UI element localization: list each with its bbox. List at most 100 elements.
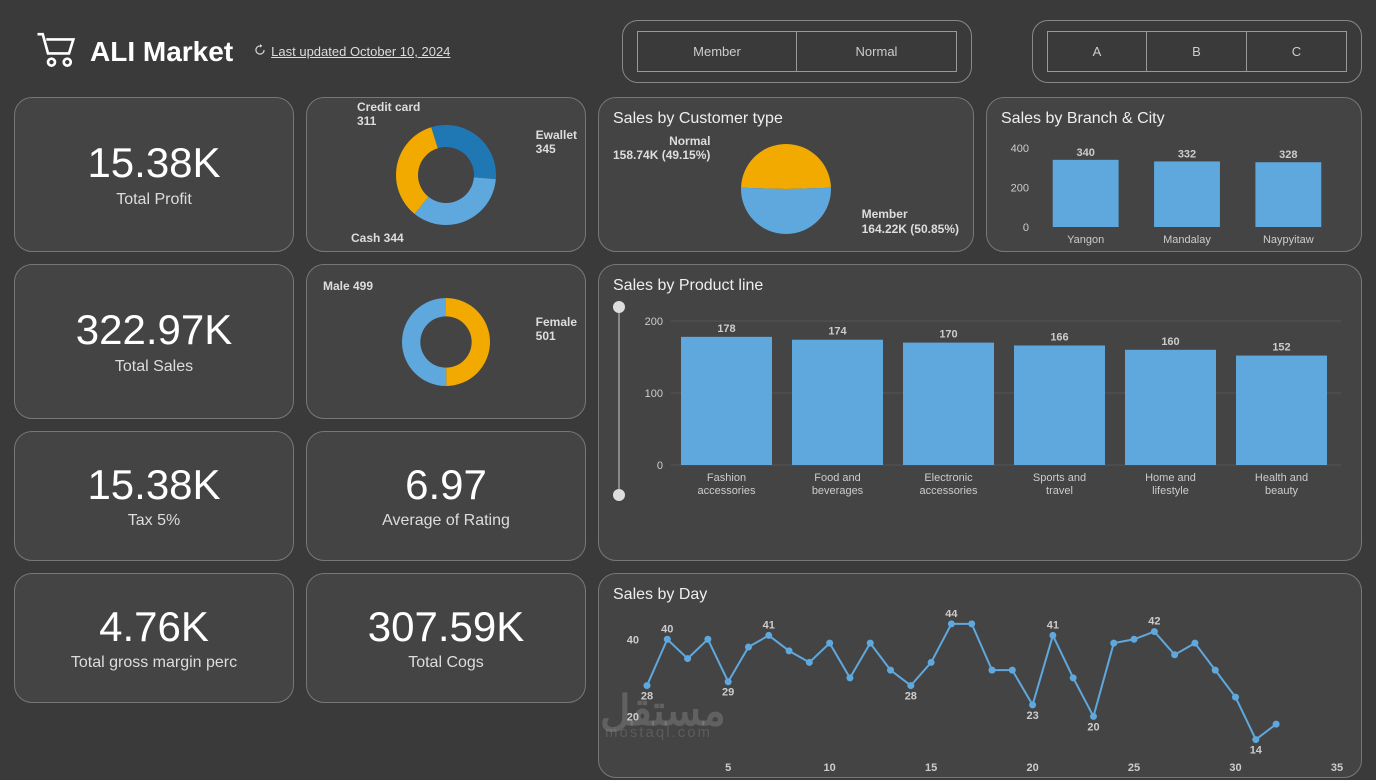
card-title: Sales by Day xyxy=(613,586,1347,604)
svg-text:Mandalay: Mandalay xyxy=(1163,234,1211,246)
cart-icon xyxy=(34,30,76,73)
svg-text:beverages: beverages xyxy=(812,485,864,497)
svg-text:20: 20 xyxy=(627,711,639,723)
member-label: Member164.22K (50.85%) xyxy=(862,207,959,236)
header: ALI Market Last updated October 10, 2024… xyxy=(14,10,1362,97)
line-day-svg: 204051015202530352840294128442341204214 xyxy=(613,610,1347,775)
svg-text:40: 40 xyxy=(627,634,639,646)
svg-text:200: 200 xyxy=(1011,183,1029,195)
bar-product-svg: 0100200178Fashionaccessories174Food andb… xyxy=(631,301,1347,501)
slider-handle-bottom[interactable] xyxy=(613,489,625,501)
slicer-btn-b[interactable]: B xyxy=(1147,31,1247,72)
svg-text:174: 174 xyxy=(828,326,847,338)
kpi-value: 6.97 xyxy=(405,462,487,508)
svg-text:200: 200 xyxy=(645,316,663,328)
last-updated[interactable]: Last updated October 10, 2024 xyxy=(253,43,450,60)
bar-branch: Sales by Branch & City 0 200 400 340 Yangon 3… xyxy=(986,97,1362,252)
slicer-btn-a[interactable]: A xyxy=(1047,31,1147,72)
kpi-value: 15.38K xyxy=(87,462,220,508)
svg-text:5: 5 xyxy=(725,762,731,774)
last-updated-text: Last updated October 10, 2024 xyxy=(271,44,450,59)
svg-text:340: 340 xyxy=(1076,147,1094,159)
pie-svg xyxy=(736,139,836,239)
card-title: Sales by Product line xyxy=(613,277,1347,295)
kpi-cogs: 307.59K Total Cogs xyxy=(306,573,586,703)
svg-text:travel: travel xyxy=(1046,485,1073,497)
svg-text:accessories: accessories xyxy=(919,485,978,497)
bar-branch-svg: 0 200 400 340 Yangon 332 Mandalay 328 Naypyitaw xyxy=(1001,134,1347,249)
slicer-btn-member[interactable]: Member xyxy=(637,31,797,72)
svg-text:400: 400 xyxy=(1011,143,1029,155)
svg-text:152: 152 xyxy=(1272,342,1290,354)
slicer-btn-normal[interactable]: Normal xyxy=(797,31,957,72)
svg-text:30: 30 xyxy=(1229,762,1241,774)
svg-text:23: 23 xyxy=(1026,710,1038,722)
svg-text:10: 10 xyxy=(824,762,836,774)
svg-text:29: 29 xyxy=(722,687,734,699)
kpi-label: Total Cogs xyxy=(408,654,484,672)
label-female: Female501 xyxy=(536,315,577,344)
normal-label: Normal158.74K (49.15%) xyxy=(613,134,710,163)
svg-text:20: 20 xyxy=(1026,762,1038,774)
svg-text:160: 160 xyxy=(1161,336,1179,348)
svg-text:328: 328 xyxy=(1279,149,1297,161)
line-sales-day: Sales by Day 204051015202530352840294128… xyxy=(598,573,1362,778)
logo-title: ALI Market xyxy=(34,30,233,73)
kpi-value: 4.76K xyxy=(99,604,209,650)
kpi-label: Total gross margin perc xyxy=(71,654,237,672)
svg-text:35: 35 xyxy=(1331,762,1343,774)
svg-text:15: 15 xyxy=(925,762,937,774)
kpi-total-profit: 15.38K Total Profit xyxy=(14,97,294,252)
kpi-label: Total Profit xyxy=(116,191,192,209)
svg-text:Sports and: Sports and xyxy=(1033,472,1086,484)
slicer-btn-c[interactable]: C xyxy=(1247,31,1347,72)
svg-text:166: 166 xyxy=(1050,331,1068,343)
donut-payment-svg xyxy=(386,115,506,235)
dashboard-grid: 15.38K Total Profit Credit card311 Ewall… xyxy=(14,97,1362,778)
bar-product-line: Sales by Product line 0100200178Fashiona… xyxy=(598,264,1362,561)
svg-text:170: 170 xyxy=(939,329,957,341)
kpi-label: Total Sales xyxy=(115,358,193,376)
svg-text:40: 40 xyxy=(661,623,673,635)
card-title: Sales by Branch & City xyxy=(1001,110,1347,128)
kpi-label: Tax 5% xyxy=(128,512,180,530)
donut-gender: Male 499 Female501 xyxy=(306,264,586,419)
card-title: Sales by Customer type xyxy=(613,110,959,128)
svg-text:332: 332 xyxy=(1178,148,1196,160)
svg-text:Food and: Food and xyxy=(814,472,860,484)
kpi-label: Average of Rating xyxy=(382,512,510,530)
svg-text:Electronic: Electronic xyxy=(924,472,973,484)
donut-payment: Credit card311 Ewallet345 Cash 344 xyxy=(306,97,586,252)
svg-text:beauty: beauty xyxy=(1265,485,1299,497)
refresh-icon xyxy=(253,43,267,60)
svg-text:Health and: Health and xyxy=(1255,472,1308,484)
svg-text:178: 178 xyxy=(717,323,735,335)
svg-text:lifestyle: lifestyle xyxy=(1152,485,1189,497)
kpi-total-sales: 322.97K Total Sales xyxy=(14,264,294,419)
svg-text:Home and: Home and xyxy=(1145,472,1196,484)
svg-text:Fashion: Fashion xyxy=(707,472,746,484)
svg-text:41: 41 xyxy=(1047,619,1059,631)
svg-text:28: 28 xyxy=(905,691,917,703)
label-male: Male 499 xyxy=(323,279,373,293)
row1-right: Sales by Customer type Normal158.74K (49… xyxy=(598,97,1362,252)
kpi-value: 322.97K xyxy=(76,307,232,353)
donut-gender-svg xyxy=(391,287,501,397)
svg-text:41: 41 xyxy=(763,619,775,631)
svg-text:Yangon: Yangon xyxy=(1067,234,1104,246)
svg-text:Naypyitaw: Naypyitaw xyxy=(1263,234,1314,246)
svg-text:20: 20 xyxy=(1087,721,1099,733)
kpi-rating: 6.97 Average of Rating xyxy=(306,431,586,561)
page-title: ALI Market xyxy=(90,36,233,68)
slicer-customer-type: Member Normal xyxy=(622,20,972,83)
pie-customer-type: Sales by Customer type Normal158.74K (49… xyxy=(598,97,974,252)
label-credit: Credit card311 xyxy=(357,100,420,129)
svg-text:0: 0 xyxy=(1023,222,1029,234)
svg-text:42: 42 xyxy=(1148,616,1160,628)
kpi-value: 15.38K xyxy=(87,140,220,186)
svg-text:accessories: accessories xyxy=(697,485,756,497)
slider-handle-top[interactable] xyxy=(613,301,625,313)
svg-text:100: 100 xyxy=(645,388,663,400)
svg-text:44: 44 xyxy=(945,610,958,620)
kpi-value: 307.59K xyxy=(368,604,524,650)
